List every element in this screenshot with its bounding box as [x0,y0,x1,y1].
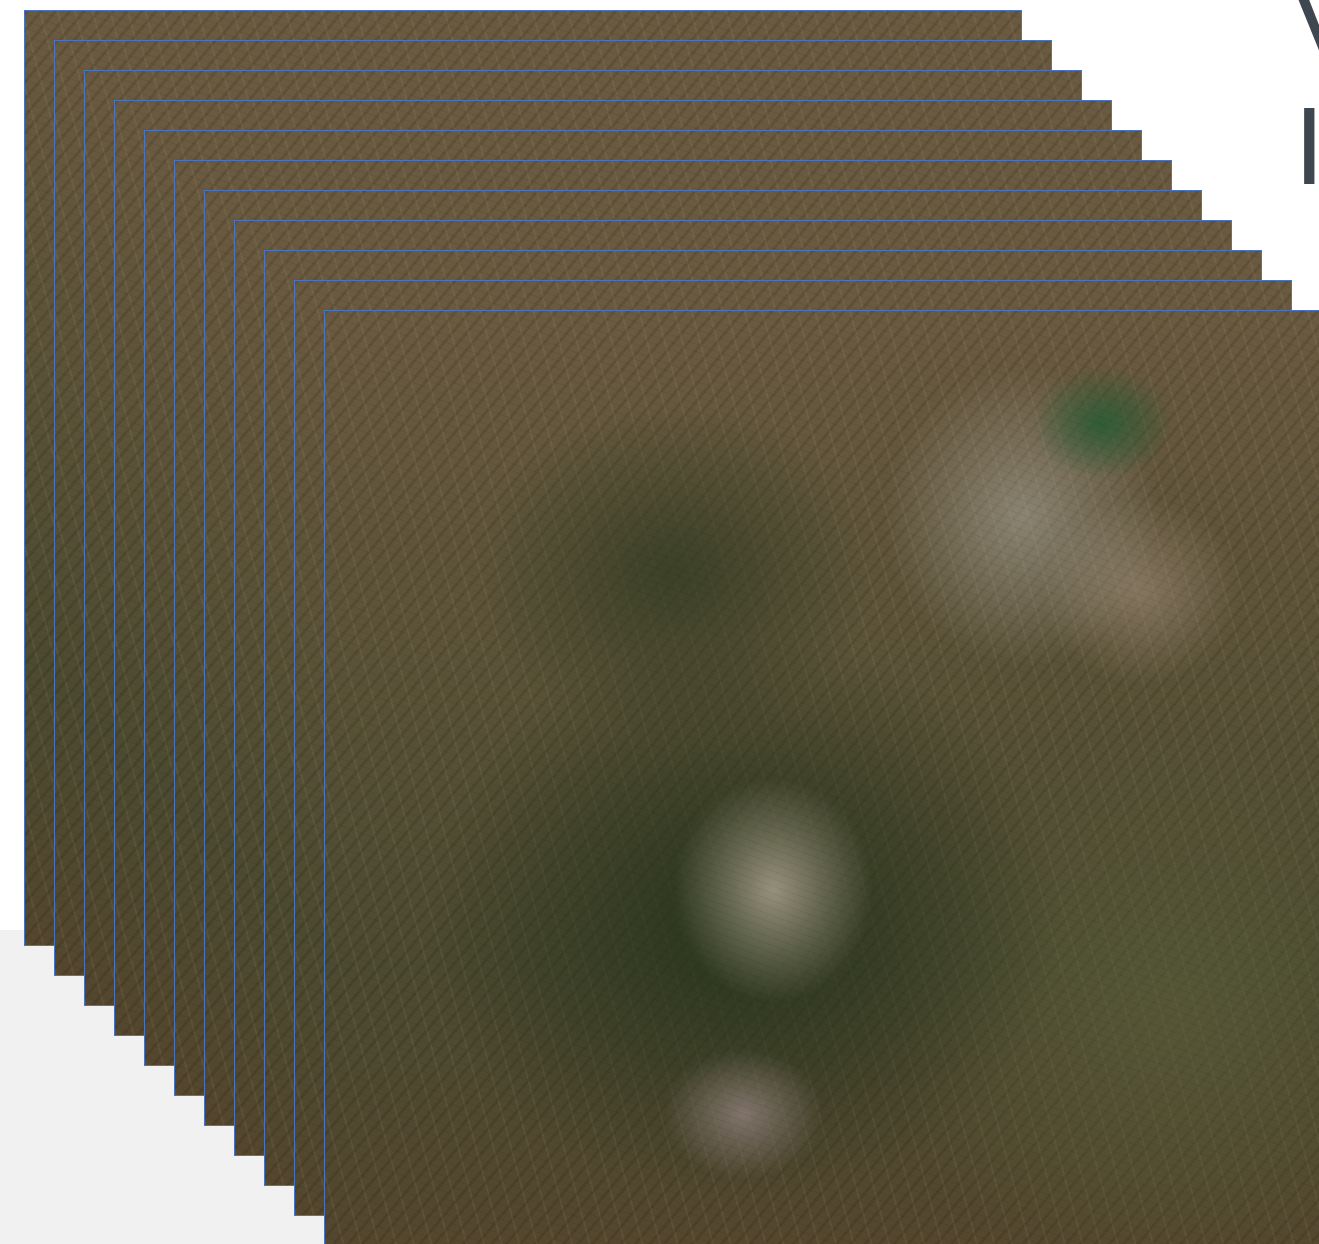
cropped-title-text: V I [1294,0,1319,208]
satellite-image-frame [324,310,1319,1244]
